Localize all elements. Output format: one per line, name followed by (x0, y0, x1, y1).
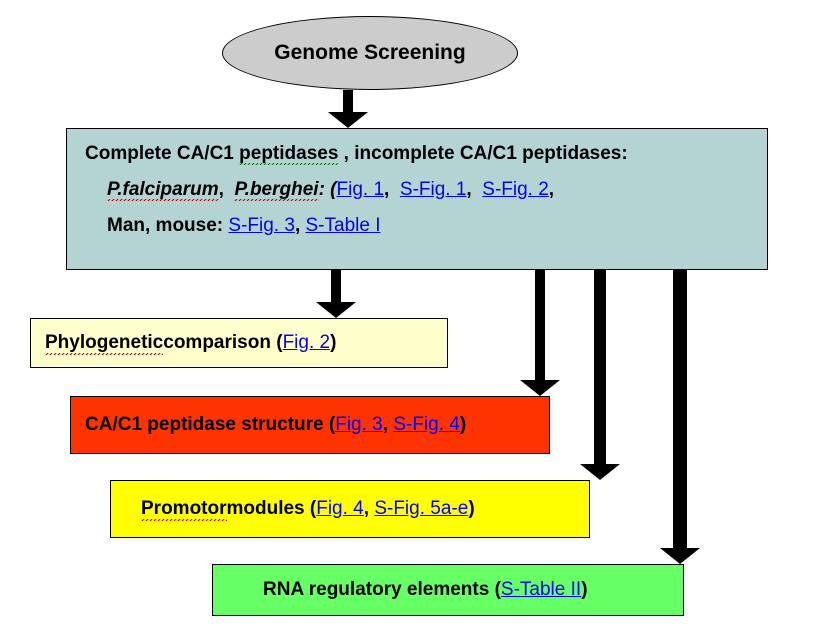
node-structure: CA/C1 peptidase structure (Fig. 3, S-Fig… (70, 396, 550, 454)
complete-line1: Complete CA/C1 peptidases , incomplete C… (85, 143, 749, 165)
link-fig-3[interactable]: Fig. 3 (335, 414, 383, 436)
genome-label: Genome Screening (274, 41, 465, 65)
link-fig-1[interactable]: Fig. 1 (337, 179, 385, 200)
link-fig-2[interactable]: Fig. 2 (283, 332, 331, 354)
link-s-table-1[interactable]: S-Table I (306, 215, 381, 236)
node-promotor: Promotor modules (Fig. 4, S-Fig. 5a-e) (110, 480, 590, 538)
node-rna: RNA regulatory elements (S-Table II) (212, 564, 684, 616)
diagram-stage: Genome Screening Complete CA/C1 peptidas… (0, 0, 827, 630)
complete-line3: Man, mouse: S-Fig. 3, S-Table I (107, 215, 749, 237)
link-fig-4[interactable]: Fig. 4 (316, 498, 364, 520)
link-s-fig-1[interactable]: S-Fig. 1 (400, 179, 467, 200)
species-berghei: P.berghei (234, 179, 318, 201)
node-phylogenetic: Phylogenetic comparison (Fig. 2) (30, 318, 448, 368)
link-s-fig-3[interactable]: S-Fig. 3 (228, 215, 295, 236)
link-s-table-2[interactable]: S-Table II (501, 579, 581, 601)
link-s-fig-4[interactable]: S-Fig. 4 (393, 414, 460, 436)
link-s-fig-2[interactable]: S-Fig. 2 (482, 179, 549, 200)
node-complete-peptidases: Complete CA/C1 peptidases , incomplete C… (66, 128, 768, 270)
species-falciparum: P.falciparum (107, 179, 219, 201)
link-s-fig-5[interactable]: S-Fig. 5a-e (374, 498, 468, 520)
node-genome-screening: Genome Screening (222, 16, 518, 90)
complete-line2: P.falciparum, P.berghei: (Fig. 1, S-Fig.… (107, 179, 749, 201)
